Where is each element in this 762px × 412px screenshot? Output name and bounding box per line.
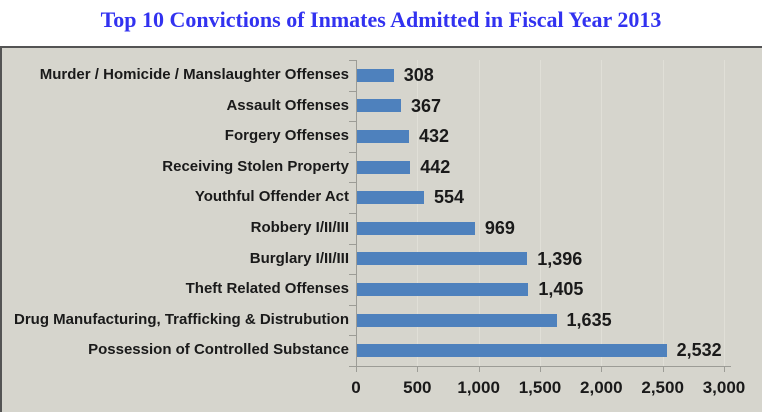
- x-axis-line: [355, 366, 731, 367]
- y-axis-tick: [349, 304, 356, 306]
- category-label: Robbery I/II/III: [250, 219, 349, 236]
- x-tick-label: 2,500: [641, 378, 684, 397]
- bar: [356, 283, 529, 296]
- category-label: Murder / Homicide / Manslaughter Offense…: [39, 66, 349, 83]
- x-axis-tick: [724, 366, 725, 372]
- bar: [356, 252, 528, 266]
- y-axis-tick: [349, 243, 356, 245]
- y-axis-tick: [349, 274, 356, 276]
- bar: [356, 221, 475, 235]
- x-tick-label: 0: [351, 378, 361, 397]
- x-axis-tick: [662, 366, 664, 372]
- y-axis-tick: [349, 213, 356, 214]
- y-axis-tick: [349, 60, 356, 61]
- x-tick-label: 500: [403, 378, 432, 397]
- category-label: Burglary I/II/III: [249, 249, 349, 267]
- y-axis-tick: [349, 90, 356, 92]
- gridline: [662, 60, 664, 366]
- bar: [356, 130, 409, 143]
- x-tick-label: 1,000: [457, 378, 500, 397]
- bar: [356, 68, 394, 82]
- bar: [356, 344, 667, 358]
- value-label: 442: [420, 156, 451, 177]
- chart-title: Top 10 Convictions of Inmates Admitted i…: [100, 7, 662, 32]
- value-label: 432: [418, 126, 450, 147]
- category-label: Theft Related Offenses: [185, 280, 349, 298]
- y-axis-tick: [349, 182, 356, 184]
- category-label: Youthful Offender Act: [194, 188, 349, 206]
- gridline: [478, 60, 480, 366]
- category-label: Assault Offenses: [226, 96, 349, 114]
- value-label: 1,396: [537, 248, 583, 269]
- bar: [356, 313, 557, 327]
- value-label: 367: [411, 95, 442, 116]
- x-axis-tick: [417, 366, 419, 372]
- value-label: 554: [433, 187, 464, 208]
- x-axis-tick: [356, 366, 357, 372]
- gridline: [724, 60, 725, 366]
- y-axis-tick: [349, 151, 356, 153]
- category-label: Possession of Controlled Substance: [88, 341, 349, 359]
- y-axis-tick: [349, 366, 356, 367]
- value-label: 1,405: [538, 279, 584, 300]
- value-label: 308: [403, 65, 434, 85]
- bar: [356, 160, 411, 174]
- value-label: 969: [484, 218, 515, 238]
- x-axis-tick: [540, 366, 541, 372]
- bar: [356, 191, 424, 205]
- gridline: [417, 60, 419, 366]
- y-axis-line: [356, 60, 357, 366]
- x-tick-label: 3,000: [702, 378, 746, 397]
- bar: [356, 99, 402, 113]
- value-label: 1,635: [566, 309, 612, 330]
- gridline: [601, 60, 603, 366]
- x-axis-tick: [478, 366, 480, 372]
- y-axis-tick: [349, 121, 356, 123]
- chart-canvas: Murder / Homicide / Manslaughter Offense…: [0, 46, 762, 412]
- y-axis-tick: [349, 335, 356, 337]
- gridline: [540, 60, 541, 366]
- x-axis-tick: [601, 366, 603, 372]
- category-label: Forgery Offenses: [224, 127, 349, 145]
- category-label: Drug Manufacturing, Trafficking & Distru…: [14, 310, 349, 328]
- x-tick-label: 2,000: [580, 378, 623, 397]
- value-label: 2,532: [676, 340, 722, 361]
- category-label: Receiving Stolen Property: [162, 157, 349, 175]
- x-tick-label: 1,500: [518, 378, 562, 397]
